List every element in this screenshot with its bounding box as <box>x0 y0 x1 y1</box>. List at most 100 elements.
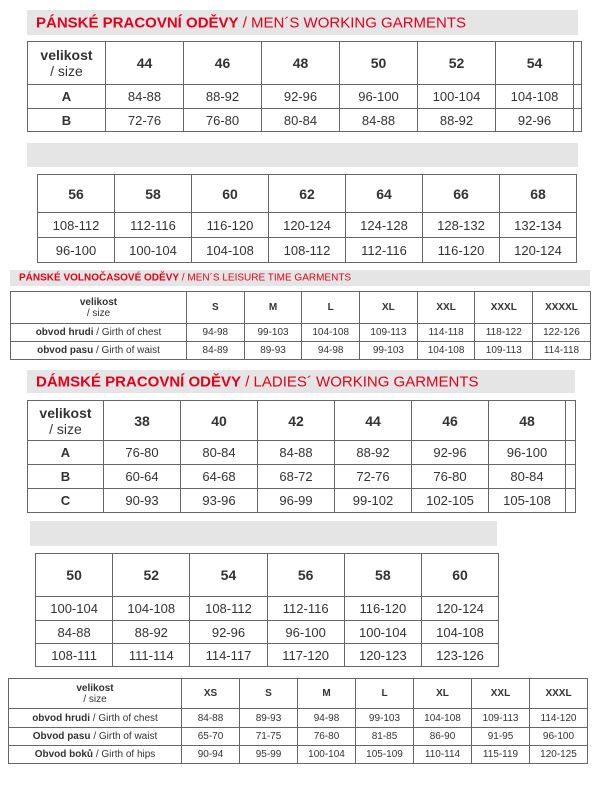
value-cell: 104-108 <box>495 84 574 109</box>
size-header-cell: 48 <box>488 400 566 441</box>
section-title-bold: PÁNSKÉ VOLNOČASOVÉ ODĚVY <box>19 272 180 284</box>
table-row: obvod hrudi / Girth of chest 84-88 89-93 94… <box>8 708 588 728</box>
size-header-cell: M <box>297 678 356 709</box>
value-cell: 92-96 <box>189 620 268 644</box>
value-cell: 100-104 <box>34 596 114 621</box>
value-cell: 96-100 <box>529 727 588 746</box>
row-label: A <box>60 445 71 460</box>
table-row: obvod pasu / Girth of waist 84-89 89-93 94-… <box>10 341 591 360</box>
value-cell: 120-124 <box>499 237 577 263</box>
value-cell: 94-98 <box>301 341 361 360</box>
section-title-rest: / LADIES´ WORKING GARMENTS <box>241 373 479 390</box>
value-cell: 114-118 <box>416 323 476 342</box>
value-cell: 115-119 <box>471 745 530 764</box>
size-header-cell: XXXXL <box>532 291 591 324</box>
value-cell: 80-84 <box>261 108 340 132</box>
row-label-cell: A <box>27 84 106 109</box>
value-cell: 99-103 <box>359 341 418 360</box>
value-cell: 120-125 <box>529 745 588 764</box>
table-row: 96-100 100-104 104-108 108-112 112-116 116-12… <box>37 237 577 263</box>
table-row: B 72-76 76-80 80-84 84-88 88-92 92-96 <box>27 108 582 132</box>
row-label-bold: obvod pasu <box>37 345 94 356</box>
value-cell: 108-111 <box>34 643 114 667</box>
value-cell: 68-72 <box>257 464 335 489</box>
table-row: C 90-93 93-96 96-99 99-102 102-105 105-108 <box>27 488 576 513</box>
value-cell: 104-108 <box>301 323 361 342</box>
value-cell: 88-92 <box>417 108 496 132</box>
size-header-cell: XXL <box>471 678 530 709</box>
size-table: velikost / size S M L XL XXL XXXL XXXXL obvod hru… <box>10 291 591 360</box>
row-label-cell: B <box>27 108 106 132</box>
size-table: 56 58 60 62 64 66 68 108-112 112-116 116-120 120-1… <box>37 174 577 263</box>
value-cell: 95-99 <box>239 745 298 764</box>
section-title: PÁNSKÉ PRACOVNÍ ODĚVY / MEN´S WORKING GA… <box>36 14 466 31</box>
value-cell: 100-104 <box>417 84 496 109</box>
row-label-bold: Obvod pasu <box>32 731 91 742</box>
size-header-cell: XXXL <box>474 291 534 324</box>
value-cell: 86-90 <box>413 727 472 746</box>
value-cell: 71-75 <box>239 727 298 746</box>
value-cell: 96-100 <box>266 620 345 644</box>
value-cell: 110-114 <box>413 745 472 764</box>
header-row: velikost / size XS S M L XL XXL XXXL <box>8 678 588 709</box>
value-cell: 116-120 <box>191 212 269 238</box>
value-cell: 99-103 <box>355 708 414 728</box>
size-corner-cell: velikost / size <box>27 400 104 441</box>
size-header-cell: 44 <box>334 400 412 441</box>
value-cell: 88-92 <box>334 440 412 465</box>
value-cell: 104-108 <box>416 341 476 360</box>
value-cell: 104-108 <box>420 620 500 644</box>
size-header-cell: 56 <box>37 174 115 213</box>
size-header-cell: 50 <box>34 553 114 597</box>
row-label-cell: Obvod pasu / Girth of waist <box>8 727 182 746</box>
section-title-bold: PÁNSKÉ PRACOVNÍ ODĚVY <box>36 14 239 31</box>
row-label: B <box>61 112 72 128</box>
corner-label-rest: / size <box>83 693 107 705</box>
value-cell: 80-84 <box>488 464 566 489</box>
size-header-cell: 62 <box>268 174 346 213</box>
row-label: C <box>60 493 71 508</box>
value-cell: 114-120 <box>529 708 588 728</box>
value-cell: 84-88 <box>339 108 418 132</box>
size-header-cell: 52 <box>112 553 191 597</box>
value-cell: 88-92 <box>183 84 262 109</box>
value-cell: 96-100 <box>37 237 115 263</box>
size-header-cell: 58 <box>114 174 192 213</box>
value-cell: 92-96 <box>495 108 574 132</box>
size-header-cell <box>573 41 582 85</box>
section-title: DÁMSKÉ PRACOVNÍ ODĚVY / LADIES´ WORKING … <box>36 373 479 390</box>
value-cell: 84-88 <box>34 620 114 644</box>
corner-label-bold: velikost <box>40 47 93 63</box>
value-cell: 114-117 <box>189 643 268 667</box>
value-cell: 88-92 <box>112 620 191 644</box>
value-cell: 112-116 <box>114 212 192 238</box>
section-header-bar: PÁNSKÉ VOLNOČASOVÉ ODĚVY / MEN´S LEISURE… <box>10 270 590 286</box>
value-cell: 89-93 <box>243 341 303 360</box>
value-cell: 124-128 <box>345 212 423 238</box>
value-cell: 128-132 <box>422 212 500 238</box>
corner-label-bold: velikost <box>39 404 92 421</box>
size-header-cell: 50 <box>339 41 418 85</box>
value-cell: 90-93 <box>103 488 181 513</box>
table-row: 108-111 111-114 114-117 117-120 120-123 123-1… <box>34 643 500 667</box>
size-corner-cell: velikost / size <box>27 41 106 85</box>
size-header-cell: 52 <box>417 41 496 85</box>
value-cell <box>565 464 576 489</box>
row-label-rest: / Girth of chest <box>96 327 162 338</box>
value-cell: 94-98 <box>186 323 245 342</box>
size-header-cell: 64 <box>345 174 423 213</box>
value-cell: 112-116 <box>266 596 345 621</box>
value-cell: 81-85 <box>355 727 414 746</box>
header-row: velikost / size 38 40 42 44 46 48 <box>27 400 576 441</box>
value-cell: 123-126 <box>420 643 500 667</box>
table-row: 84-88 88-92 92-96 96-100 100-104 104-108 <box>34 620 500 644</box>
corner-label-rest: / size <box>49 420 82 437</box>
value-cell: 72-76 <box>334 464 412 489</box>
row-label: A <box>61 89 72 104</box>
corner-label-bold: velikost <box>76 682 114 694</box>
value-cell: 100-104 <box>297 745 356 764</box>
value-cell: 109-113 <box>359 323 418 342</box>
table-row: A 76-80 80-84 84-88 88-92 92-96 96-100 <box>27 440 576 465</box>
value-cell: 120-124 <box>420 596 500 621</box>
value-cell <box>565 488 576 513</box>
